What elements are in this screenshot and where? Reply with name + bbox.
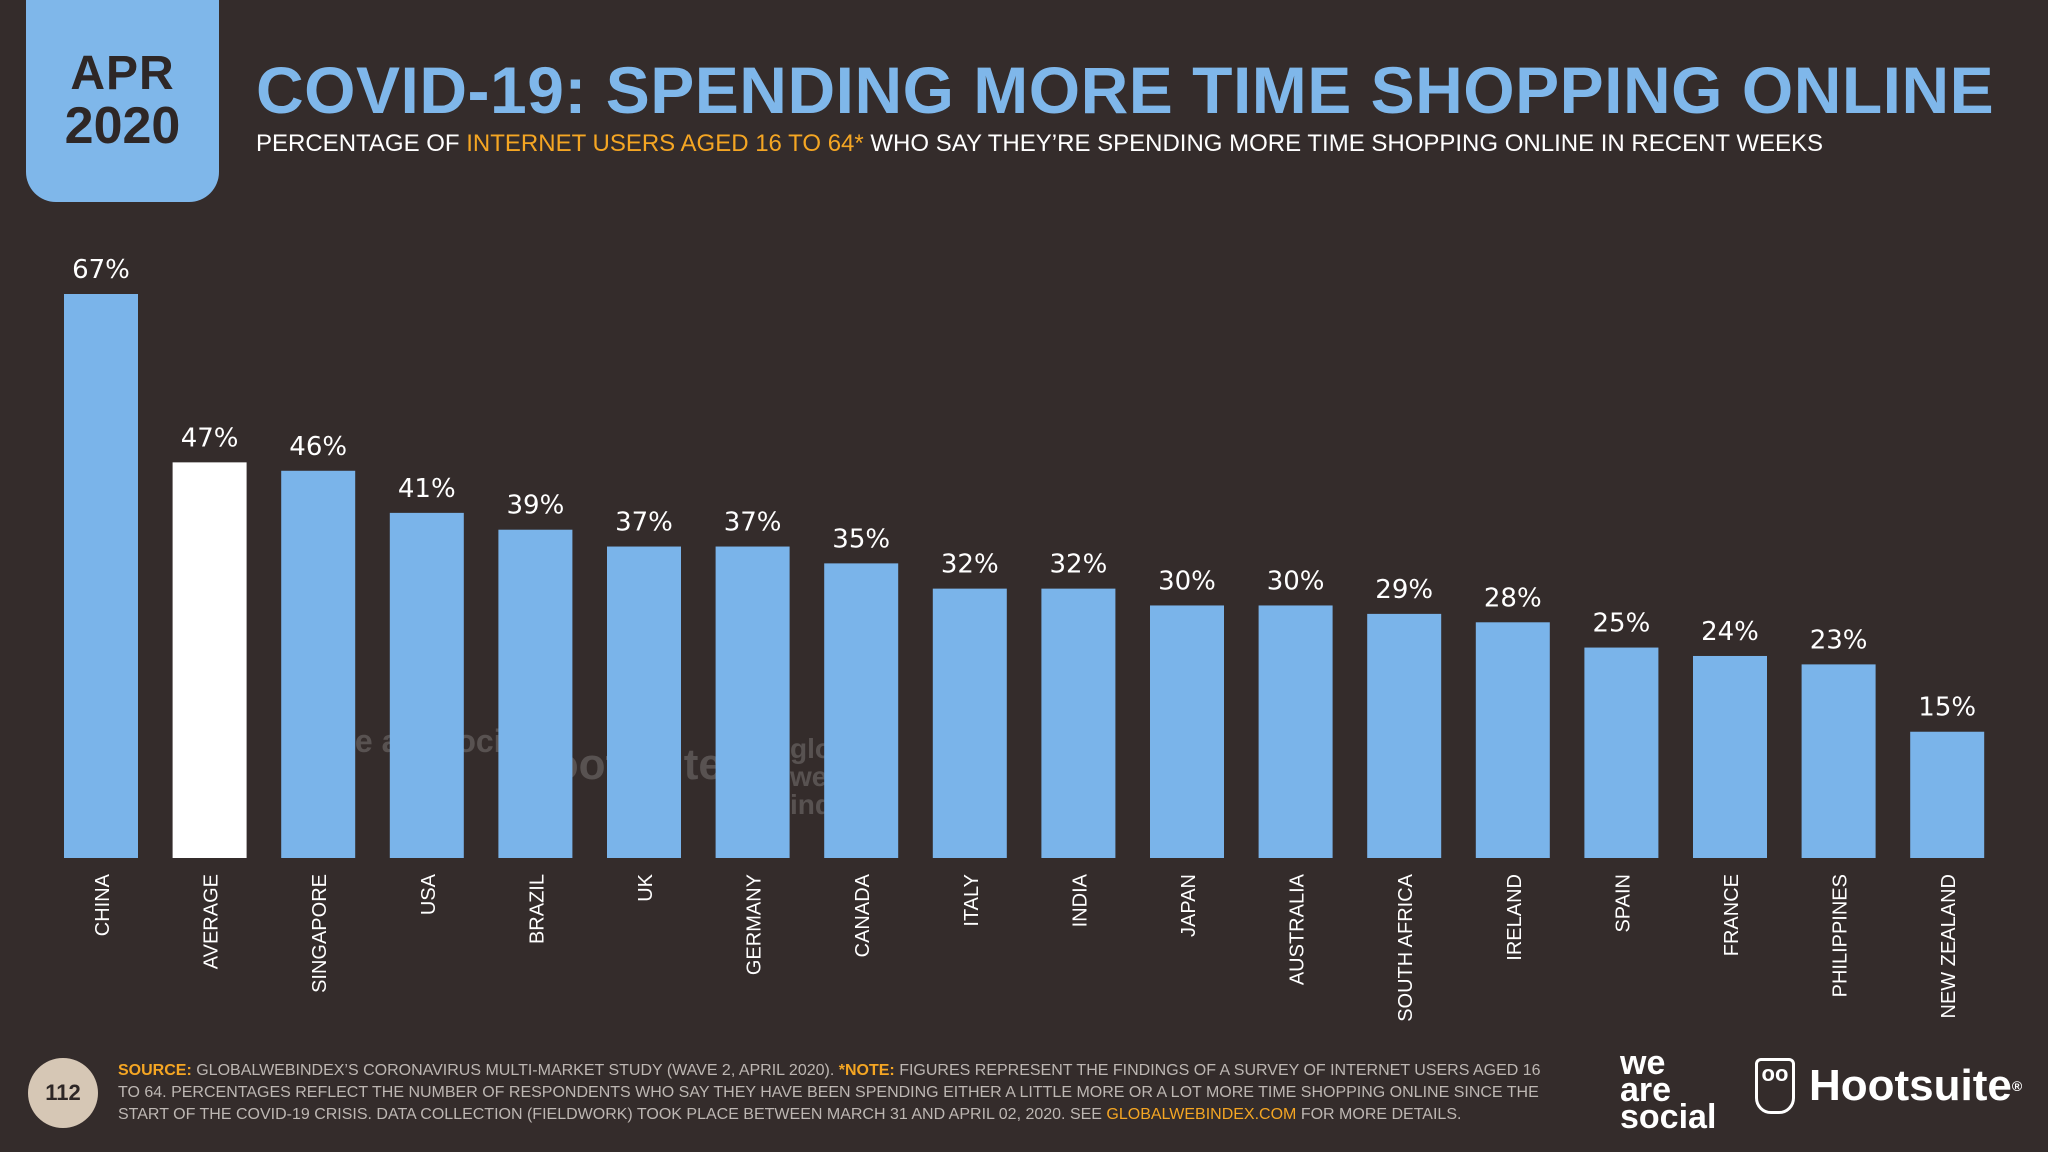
- subtitle-highlight: INTERNET USERS AGED 16 TO 64*: [466, 130, 864, 157]
- category-label: INDIA: [1069, 873, 1091, 927]
- bar-south-africa: [1367, 613, 1442, 858]
- note-label: *NOTE:: [838, 1062, 895, 1079]
- data-label: 32%: [1050, 550, 1108, 580]
- bar-india: [1041, 588, 1116, 858]
- data-label: 23%: [1810, 625, 1868, 655]
- hootsuite-logo: oo Hootsuite ®: [1755, 1058, 2022, 1114]
- category-label: USA: [418, 873, 440, 915]
- note-text: FIGURES REPRESENT THE FINDINGS OF A SURV…: [118, 1062, 1541, 1123]
- data-label: 28%: [1484, 583, 1542, 613]
- subtitle-post: WHO SAY THEY’RE SPENDING MORE TIME SHOPP…: [863, 130, 1824, 157]
- category-label: IRELAND: [1504, 874, 1526, 961]
- category-label: JAPAN: [1178, 874, 1200, 937]
- category-label: NEW ZEALAND: [1938, 874, 1960, 1018]
- category-label: AVERAGE: [201, 874, 223, 969]
- category-label: SINGAPORE: [309, 874, 331, 993]
- bar-spain: [1584, 647, 1659, 858]
- data-label: 29%: [1375, 575, 1433, 605]
- data-label: 46%: [289, 432, 347, 462]
- bar-france: [1693, 655, 1767, 858]
- badge-month: APR: [70, 46, 175, 100]
- page-title: COVID-19: SPENDING MORE TIME SHOPPING ON…: [256, 53, 1995, 127]
- data-label: 35%: [832, 524, 890, 554]
- hootsuite-wordmark: Hootsuite: [1809, 1061, 2012, 1110]
- category-label: PHILIPPINES: [1830, 874, 1852, 997]
- footer-source-note: SOURCE: GLOBALWEBINDEX’S CORONAVIRUS MUL…: [118, 1060, 1558, 1126]
- category-label: CANADA: [852, 873, 874, 957]
- data-label: 32%: [941, 550, 999, 580]
- bar-china: [64, 294, 138, 858]
- data-label: 30%: [1158, 566, 1216, 596]
- category-label: AUSTRALIA: [1287, 873, 1309, 985]
- data-label: 25%: [1593, 609, 1651, 639]
- data-label: 15%: [1918, 693, 1976, 723]
- we-are-social-logo: we are social: [1620, 1044, 1717, 1136]
- source-label: SOURCE:: [118, 1062, 192, 1079]
- source-text: GLOBALWEBINDEX’S CORONAVIRUS MULTI-MARKE…: [191, 1062, 839, 1079]
- category-label: BRAZIL: [526, 874, 548, 944]
- category-label: GERMANY: [744, 874, 766, 975]
- was-line3: social: [1620, 1098, 1717, 1136]
- was-line1: we: [1620, 1044, 1666, 1082]
- bar-brazil: [498, 529, 573, 858]
- was-line2: are: [1620, 1071, 1672, 1109]
- data-label: 67%: [72, 255, 130, 285]
- category-label: SOUTH AFRICA: [1395, 873, 1417, 1021]
- data-label: 37%: [724, 508, 782, 538]
- bar-ireland: [1475, 622, 1550, 858]
- data-label: 39%: [507, 491, 565, 521]
- category-label: CHINA: [92, 873, 114, 936]
- bar-canada: [824, 563, 899, 858]
- globalwebindex-link[interactable]: GLOBALWEBINDEX.COM: [1106, 1106, 1297, 1123]
- tail-text: FOR MORE DETAILS.: [1296, 1106, 1462, 1123]
- data-label: 24%: [1701, 617, 1759, 647]
- data-label: 47%: [181, 423, 239, 453]
- owl-icon: oo: [1755, 1058, 1795, 1114]
- bar-chart: 67% CHINA 47% AVERAGE 46% SINGAPORE 41% USA 39% B…: [64, 255, 1985, 1022]
- bar-philippines: [1801, 664, 1876, 858]
- date-badge: APR 2020: [26, 0, 219, 202]
- category-label: FRANCE: [1721, 874, 1743, 956]
- badge-year: 2020: [64, 96, 181, 155]
- category-label: SPAIN: [1612, 874, 1634, 933]
- bar-singapore: [281, 470, 356, 858]
- category-label: ITALY: [961, 874, 983, 927]
- bar-japan: [1150, 605, 1224, 858]
- data-label: 30%: [1267, 566, 1325, 596]
- bar-new-zealand: [1910, 731, 1985, 858]
- bar-uk: [607, 546, 681, 858]
- bar-germany: [715, 546, 790, 858]
- page-subtitle: PERCENTAGE OF INTERNET USERS AGED 16 TO …: [256, 130, 1823, 158]
- hootsuite-registered: ®: [2011, 1078, 2023, 1094]
- bar-average: [172, 462, 247, 858]
- bar-usa: [389, 512, 464, 858]
- bar-australia: [1258, 605, 1333, 858]
- bar-italy: [932, 588, 1007, 858]
- category-label: UK: [635, 873, 657, 901]
- page-number: 112: [28, 1058, 98, 1128]
- data-label: 37%: [615, 508, 673, 538]
- data-label: 41%: [398, 474, 456, 504]
- subtitle-pre: PERCENTAGE OF: [256, 130, 467, 157]
